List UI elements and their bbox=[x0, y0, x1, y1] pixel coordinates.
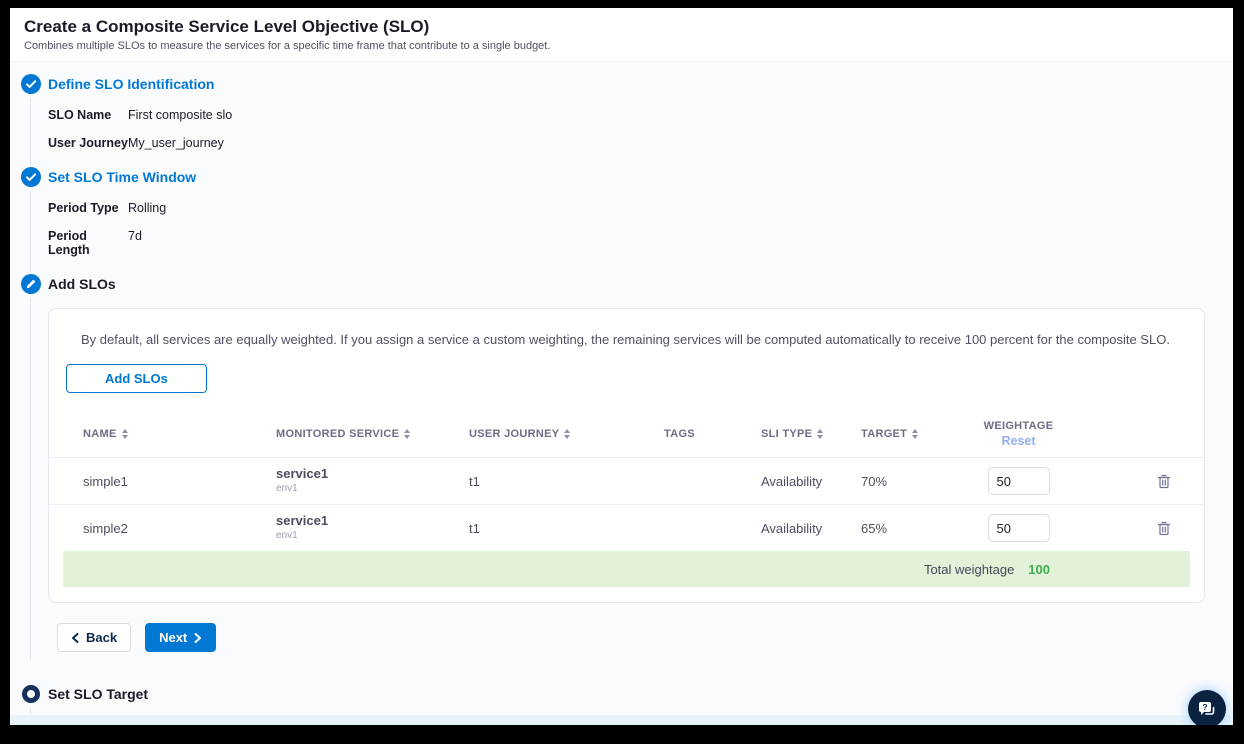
total-weightage-value: 100 bbox=[1028, 561, 1050, 577]
user-journey-label: User Journey bbox=[48, 136, 128, 150]
add-slos-button[interactable]: Add SLOs bbox=[66, 364, 207, 393]
slos-table-header: NAME MONITORED SERVICE USER JOURNEY bbox=[49, 411, 1204, 457]
step-title-set-slo-target[interactable]: Set SLO Target bbox=[48, 686, 149, 702]
next-button[interactable]: Next bbox=[145, 623, 217, 652]
step-connector-line bbox=[30, 708, 31, 714]
weightage-input[interactable] bbox=[987, 467, 1050, 495]
sort-icon[interactable] bbox=[817, 429, 824, 439]
column-header-user-journey[interactable]: USER JOURNEY bbox=[469, 428, 664, 440]
sort-icon[interactable] bbox=[564, 429, 571, 439]
sli-type-cell: Availability bbox=[761, 473, 823, 489]
wizard-navigation: Back Next bbox=[57, 623, 1233, 652]
page-subtitle: Combines multiple SLOs to measure the se… bbox=[24, 40, 551, 52]
target-cell: 70% bbox=[861, 473, 888, 489]
bottom-strip bbox=[10, 715, 1233, 725]
step-title-define-slo-identification[interactable]: Define SLO Identification bbox=[48, 76, 215, 92]
trash-icon bbox=[1157, 474, 1171, 488]
service-env: env1 bbox=[276, 529, 298, 541]
sort-icon[interactable] bbox=[121, 429, 128, 439]
user-journey-row: User Journey My_user_journey bbox=[48, 129, 1233, 157]
slo-name-label: SLO Name bbox=[48, 108, 112, 122]
period-length-label: Period Length bbox=[48, 229, 90, 257]
period-type-value: Rolling bbox=[128, 201, 167, 215]
table-row: simple2 service1 env1 t1 Availability 65… bbox=[49, 504, 1204, 551]
weighting-description: By default, all services are equally wei… bbox=[81, 332, 1170, 347]
total-weightage-bar: Total weightage 100 bbox=[63, 551, 1190, 587]
period-length-value: 7d bbox=[128, 229, 142, 243]
period-type-row: Period Type Rolling bbox=[48, 194, 1233, 222]
chevron-left-icon bbox=[71, 632, 79, 643]
monitored-service-cell: service1 env1 bbox=[276, 512, 469, 543]
chevron-right-icon bbox=[194, 632, 202, 643]
column-header-target[interactable]: TARGET bbox=[861, 428, 956, 440]
slos-table: NAME MONITORED SERVICE USER JOURNEY bbox=[49, 411, 1204, 587]
service-env: env1 bbox=[276, 482, 298, 494]
slo-name-value: First composite slo bbox=[128, 108, 233, 122]
step-complete-check-icon bbox=[21, 167, 41, 187]
period-length-row: Period Length 7d bbox=[48, 222, 1233, 264]
step-title-add-slos[interactable]: Add SLOs bbox=[48, 276, 116, 292]
service-name: service1 bbox=[276, 512, 329, 528]
table-row: simple1 service1 env1 t1 Availability 70… bbox=[49, 457, 1204, 504]
step-complete-check-icon bbox=[21, 74, 41, 94]
column-header-monitored-service[interactable]: MONITORED SERVICE bbox=[276, 428, 469, 440]
svg-text:?: ? bbox=[1202, 702, 1207, 712]
composite-slo-wizard: Create a Composite Service Level Objecti… bbox=[10, 8, 1233, 725]
slo-name-cell: simple1 bbox=[83, 473, 128, 489]
reset-weightage-link[interactable]: Reset bbox=[1001, 434, 1036, 448]
page-title: Create a Composite Service Level Objecti… bbox=[24, 17, 430, 36]
step-connector-line bbox=[30, 298, 31, 660]
slo-stepper: Define SLO Identification SLO Name First… bbox=[10, 62, 1233, 725]
user-journey-cell: t1 bbox=[469, 520, 480, 536]
step-connector-line bbox=[30, 98, 31, 165]
step-edit-pencil-icon bbox=[21, 274, 41, 294]
user-journey-cell: t1 bbox=[469, 473, 480, 489]
total-weightage-label: Total weightage bbox=[923, 561, 1015, 577]
step-pending-ring-icon bbox=[22, 685, 40, 703]
trash-icon bbox=[1157, 521, 1171, 535]
add-slos-panel: By default, all services are equally wei… bbox=[48, 308, 1205, 603]
chat-question-icon: ? bbox=[1199, 702, 1215, 715]
column-header-tags: TAGS bbox=[664, 428, 695, 440]
weightage-input[interactable] bbox=[987, 514, 1050, 542]
step-title-set-slo-time-window[interactable]: Set SLO Time Window bbox=[48, 169, 197, 185]
service-name: service1 bbox=[276, 465, 329, 481]
column-header-sli-type[interactable]: SLI TYPE bbox=[761, 428, 861, 440]
step-define-slo-identification: Define SLO Identification SLO Name First… bbox=[10, 72, 1233, 165]
step-connector-line bbox=[30, 191, 31, 272]
step-add-slos: Add SLOs By default, all services are eq… bbox=[10, 272, 1233, 660]
delete-row-button[interactable] bbox=[1154, 471, 1174, 492]
sort-icon[interactable] bbox=[912, 429, 919, 439]
slo-name-cell: simple2 bbox=[83, 520, 128, 536]
delete-row-button[interactable] bbox=[1154, 518, 1174, 539]
column-header-weightage: WEIGHTAGE Reset bbox=[983, 420, 1054, 448]
page-header: Create a Composite Service Level Objecti… bbox=[10, 8, 1233, 62]
sli-type-cell: Availability bbox=[761, 520, 823, 536]
back-button[interactable]: Back bbox=[57, 623, 132, 652]
sort-icon[interactable] bbox=[404, 429, 411, 439]
step-set-slo-target: Set SLO Target bbox=[10, 682, 1233, 714]
user-journey-value: My_user_journey bbox=[128, 136, 224, 150]
step-set-slo-time-window: Set SLO Time Window Period Type Rolling … bbox=[10, 165, 1233, 272]
target-cell: 65% bbox=[861, 520, 888, 536]
monitored-service-cell: service1 env1 bbox=[276, 465, 469, 496]
column-header-name[interactable]: NAME bbox=[83, 428, 276, 440]
period-type-label: Period Type bbox=[48, 201, 119, 215]
help-chat-button[interactable]: ? bbox=[1188, 690, 1226, 725]
slo-name-row: SLO Name First composite slo bbox=[48, 101, 1233, 129]
